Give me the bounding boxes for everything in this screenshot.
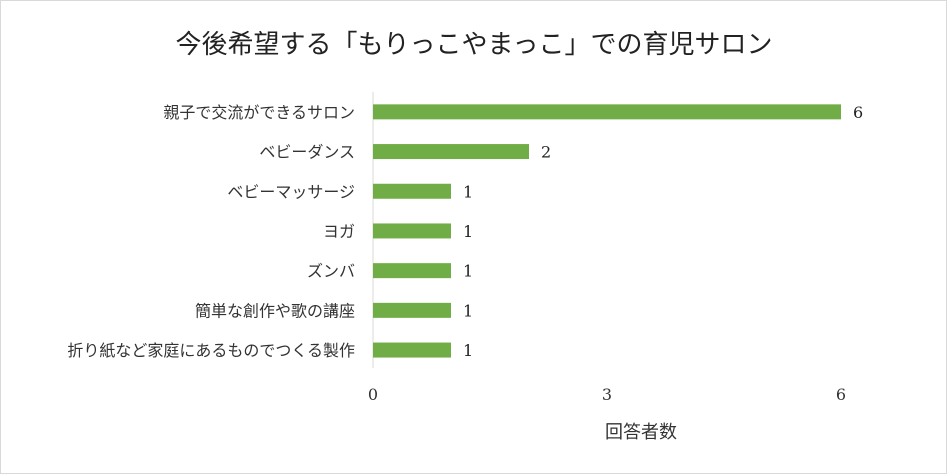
category-label: 親子で交流ができるサロン: [163, 103, 355, 122]
data-label: 1: [463, 301, 473, 320]
bar: [373, 144, 529, 160]
bar: [373, 263, 451, 279]
data-label: 6: [853, 103, 863, 122]
value-labels: 6 2 1 1 1 1 1: [463, 103, 863, 360]
data-label: 1: [463, 222, 473, 241]
bars-group: [373, 104, 841, 358]
bar: [373, 223, 451, 239]
bar: [373, 302, 451, 318]
category-label: 折り紙など家庭にあるものでつくる製作: [67, 341, 355, 360]
data-label: 1: [463, 262, 473, 281]
category-label: ベビーダンス: [259, 143, 355, 162]
category-labels: 親子で交流ができるサロンベビーダンスベビーマッサージヨガズンバ簡単な創作や歌の講…: [67, 103, 355, 360]
category-label: 簡単な創作や歌の講座: [195, 301, 355, 320]
x-tick-label: 6: [836, 385, 846, 404]
x-axis-ticks: 0 3 6: [368, 385, 846, 404]
chart-title: 今後希望する「もりっこやまっこ」での育児サロン: [176, 30, 773, 60]
data-label: 1: [463, 182, 473, 201]
x-tick-label: 3: [602, 385, 612, 404]
bar: [373, 104, 841, 120]
bar: [373, 342, 451, 358]
bar: [373, 183, 451, 199]
category-label: ヨガ: [323, 222, 355, 241]
category-label: ズンバ: [307, 262, 355, 281]
data-label: 2: [541, 143, 551, 162]
x-tick-label: 0: [368, 385, 378, 404]
data-label: 1: [463, 341, 473, 360]
x-axis-label: 回答者数: [605, 422, 677, 443]
category-label: ベビーマッサージ: [227, 182, 355, 201]
